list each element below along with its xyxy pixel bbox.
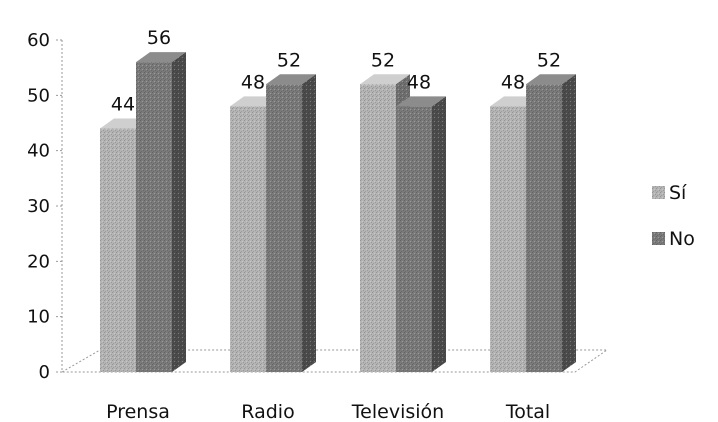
y-tick-label: 40 [27,141,50,162]
legend: Sí No [652,182,695,250]
bar-Prensa-No [136,52,186,373]
x-tick-label: Total [505,401,550,422]
bar-Televisión-No [396,96,446,373]
data-label-Total-Sí: 48 [501,71,525,93]
legend-item-No: No [652,228,695,250]
x-tick-label: Televisión [351,401,444,422]
y-tick-label: 60 [27,30,50,51]
y-tick-label: 20 [27,251,50,272]
data-label-Televisión-Sí: 52 [371,49,395,71]
y-tick-label: 0 [39,362,50,383]
x-axis: Prensa Radio Televisión Total [106,401,550,422]
y-tick-label: 30 [27,196,50,217]
x-tick-label: Prensa [106,401,170,422]
bar-Radio-No [266,74,316,373]
data-label-Prensa-No: 56 [147,27,171,49]
y-axis: 0 10 20 30 40 50 60 [27,30,63,383]
x-tick-label: Radio [241,401,294,422]
legend-label: No [669,228,695,250]
data-label-Total-No: 52 [537,49,561,71]
data-label-Radio-No: 52 [277,49,301,71]
data-label-Radio-Sí: 48 [241,71,265,93]
data-label-Prensa-Sí: 44 [111,94,135,116]
y-tick-label: 10 [27,307,50,328]
legend-item-Sí: Sí [652,182,687,204]
data-labels: 44 56 48 52 52 48 48 52 [111,27,561,115]
y-tick-label: 50 [27,85,50,106]
data-label-Televisión-No: 48 [407,71,431,93]
legend-label: Sí [669,182,687,204]
bar-Total-No [526,74,576,373]
bars [100,52,576,373]
